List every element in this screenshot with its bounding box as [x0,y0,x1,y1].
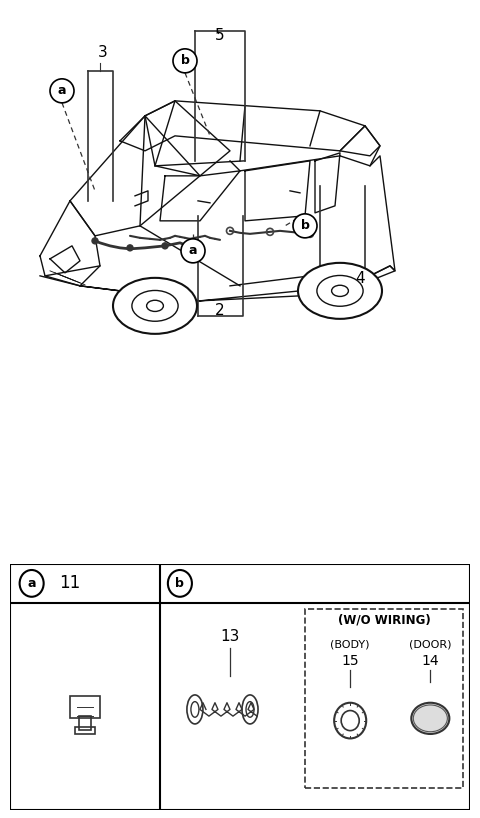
Circle shape [192,244,198,249]
Ellipse shape [132,290,178,321]
Text: b: b [300,219,310,232]
Text: 5: 5 [215,29,225,43]
Bar [75,727,95,734]
Text: a: a [27,577,36,590]
Text: b: b [176,577,184,590]
Circle shape [173,49,197,73]
Text: a: a [58,84,66,97]
Ellipse shape [332,285,348,296]
Text: 13: 13 [220,629,240,645]
Ellipse shape [334,703,366,739]
Text: (BODY): (BODY) [330,640,370,649]
Ellipse shape [413,705,447,732]
Text: b: b [180,54,190,67]
Text: 3: 3 [98,45,108,61]
Ellipse shape [246,702,254,717]
Text: 14: 14 [421,654,439,668]
Circle shape [20,570,44,597]
Text: (W/O WIRING): (W/O WIRING) [338,614,431,627]
Ellipse shape [341,711,359,730]
Text: 15: 15 [341,654,359,668]
Text: 11: 11 [59,574,80,592]
Circle shape [168,570,192,597]
Circle shape [181,239,205,263]
Text: a: a [189,245,197,258]
Ellipse shape [242,695,258,724]
Circle shape [293,213,317,238]
Ellipse shape [317,276,363,306]
Ellipse shape [187,695,203,724]
Circle shape [50,79,74,103]
Text: 4: 4 [355,272,365,286]
Ellipse shape [411,703,449,734]
Circle shape [162,243,168,249]
Ellipse shape [191,702,199,717]
Circle shape [92,238,98,244]
Bar [79,716,91,730]
Ellipse shape [146,300,163,312]
Ellipse shape [298,263,382,319]
Text: 2: 2 [215,303,225,318]
Circle shape [127,245,133,251]
Bar [70,696,100,718]
Ellipse shape [113,278,197,334]
Text: (DOOR): (DOOR) [409,640,452,649]
